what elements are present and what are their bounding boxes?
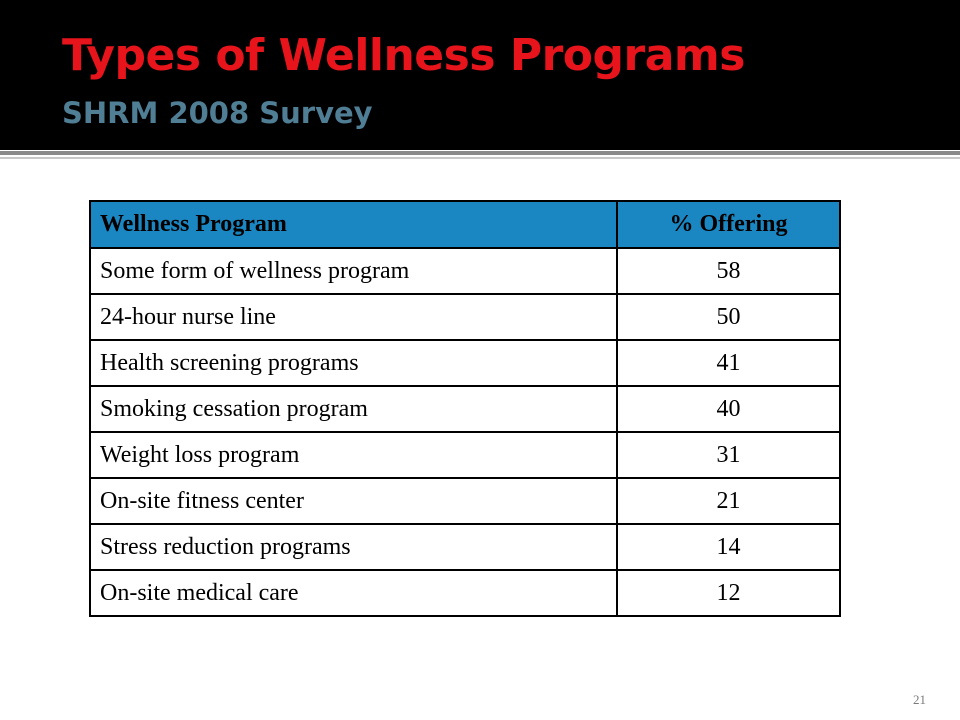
program-cell: 24-hour nurse line [89,293,618,341]
column-header-percent: % Offering [616,200,841,249]
table-row: Health screening programs 41 [89,339,841,387]
percent-cell: 12 [616,569,841,617]
table-row: Weight loss program 31 [89,431,841,479]
program-cell: On-site medical care [89,569,618,617]
slide-title: Types of Wellness Programs [62,30,745,81]
table-header-row: Wellness Program % Offering [89,200,841,249]
table-row: On-site fitness center 21 [89,477,841,525]
percent-cell: 50 [616,293,841,341]
percent-cell: 14 [616,523,841,571]
header-divider [0,151,960,155]
slide-number: 21 [913,692,926,707]
table-row: Smoking cessation program 40 [89,385,841,433]
program-cell: Smoking cessation program [89,385,618,433]
percent-cell: 41 [616,339,841,387]
column-header-program: Wellness Program [89,200,618,249]
table-row: On-site medical care 12 [89,569,841,617]
program-cell: Some form of wellness program [89,247,618,295]
program-cell: On-site fitness center [89,477,618,525]
table-row: Some form of wellness program 58 [89,247,841,295]
wellness-programs-table: Wellness Program % Offering Some form of… [89,200,841,617]
percent-cell: 58 [616,247,841,295]
slide-header: Types of Wellness Programs SHRM 2008 Sur… [0,0,960,150]
program-cell: Health screening programs [89,339,618,387]
program-cell: Stress reduction programs [89,523,618,571]
percent-cell: 31 [616,431,841,479]
slide-subtitle: SHRM 2008 Survey [62,96,373,130]
percent-cell: 21 [616,477,841,525]
table-row: 24-hour nurse line 50 [89,293,841,341]
header-divider-thin [0,157,960,159]
program-cell: Weight loss program [89,431,618,479]
table-row: Stress reduction programs 14 [89,523,841,571]
percent-cell: 40 [616,385,841,433]
